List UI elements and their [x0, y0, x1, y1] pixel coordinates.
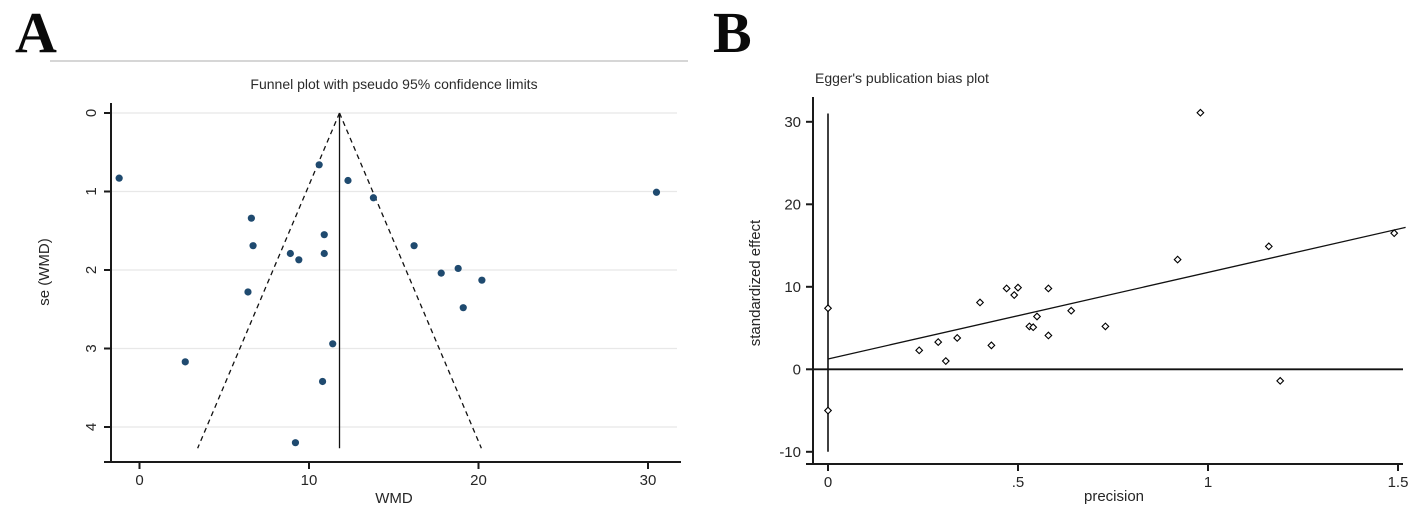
panel-a-letter: A	[15, 0, 57, 65]
egger-plot-title: Egger's publication bias plot	[815, 70, 989, 86]
funnel-y-tick-label: 4	[83, 423, 100, 431]
funnel-data-point	[286, 249, 294, 258]
funnel-data-point	[247, 214, 255, 222]
funnel-data-point	[249, 242, 257, 250]
egger-data-point	[1044, 331, 1053, 340]
funnel-x-axis-title: WMD	[375, 490, 413, 507]
funnel-plot-title: Funnel plot with pseudo 95% confidence l…	[250, 76, 538, 92]
funnel-x-tick-label: 10	[301, 472, 318, 489]
egger-data-point	[987, 341, 996, 350]
egger-y-tick-label: -10	[779, 444, 801, 461]
funnel-data-point	[115, 174, 123, 182]
funnel-data-point	[320, 231, 328, 239]
egger-data-point	[823, 304, 833, 313]
egger-x-axis-title: precision	[1083, 488, 1145, 505]
egger-data-point	[1173, 255, 1182, 264]
egger-x-tick-label: 1.5	[1388, 474, 1409, 491]
egger-regression-line	[827, 226, 1406, 360]
panel-a-top-divider	[50, 60, 688, 62]
funnel-x-tick-label: 0	[135, 472, 143, 489]
egger-x-tick-label: 0	[824, 474, 832, 491]
egger-data-point	[1032, 312, 1042, 321]
funnel-data-point	[459, 304, 467, 312]
funnel-data-point	[369, 194, 378, 202]
egger-y-tick-label: 0	[793, 361, 801, 378]
egger-data-point	[1264, 242, 1273, 251]
funnel-y-tick-label: 3	[83, 344, 100, 352]
egger-data-point	[934, 337, 943, 347]
egger-y-tick-label: 10	[784, 279, 801, 296]
funnel-data-point	[295, 256, 303, 264]
funnel-data-point	[318, 377, 327, 386]
egger-data-point	[1101, 322, 1110, 331]
funnel-y-tick-label: 2	[83, 266, 100, 274]
egger-x-tick-label: .5	[1012, 474, 1025, 491]
funnel-plot: 0 1 2 3 4 0 10 20 30	[83, 103, 681, 489]
funnel-data-point	[454, 264, 462, 273]
egger-data-point	[1067, 306, 1076, 315]
funnel-data-point	[344, 176, 352, 185]
egger-x-tick-label: 1	[1204, 474, 1212, 491]
egger-y-tick-label: 30	[784, 114, 801, 131]
egger-data-point	[941, 356, 950, 366]
egger-data-point	[1390, 229, 1399, 238]
egger-data-point	[1010, 290, 1019, 300]
funnel-data-point	[315, 161, 323, 169]
funnel-x-tick-label: 20	[470, 472, 487, 489]
egger-data-point	[1044, 284, 1053, 293]
egger-data-point	[1196, 108, 1205, 117]
funnel-data-point	[181, 358, 189, 366]
egger-data-point	[823, 406, 833, 415]
egger-data-point	[1013, 283, 1023, 292]
funnel-data-point	[244, 288, 252, 296]
egger-data-point	[1029, 323, 1038, 332]
egger-data-point	[915, 346, 924, 355]
egger-plot: -10 0 10 20 30 0 .5 1 1.5	[779, 97, 1408, 491]
funnel-ci-right-dashed-line	[338, 112, 482, 449]
egger-data-point	[1276, 376, 1285, 385]
egger-y-tick-label: 20	[784, 196, 801, 213]
egger-data-point	[953, 333, 962, 343]
funnel-data-point	[437, 269, 445, 277]
funnel-y-tick-label: 1	[83, 187, 100, 195]
funnel-ci-left-dashed-line	[197, 112, 341, 449]
funnel-data-point	[329, 340, 337, 348]
funnel-data-point	[652, 188, 661, 196]
egger-data-point	[975, 298, 985, 307]
funnel-data-point	[410, 242, 418, 250]
egger-data-point	[1002, 284, 1011, 293]
funnel-x-tick-label: 30	[640, 472, 657, 489]
funnel-data-point	[478, 276, 486, 284]
funnel-data-point	[320, 249, 328, 258]
funnel-data-point	[291, 439, 300, 447]
funnel-y-tick-label: 0	[83, 109, 100, 117]
panel-b-letter: B	[713, 0, 752, 65]
